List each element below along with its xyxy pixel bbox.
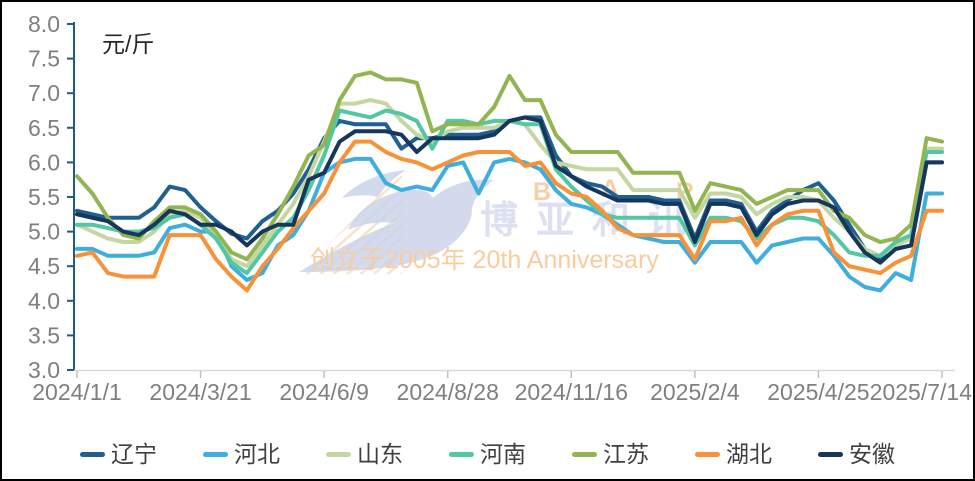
watermark-swoosh-logo [299,170,494,272]
legend-item-辽宁: 辽宁 [80,440,157,467]
legend-swatch [818,451,843,457]
legend-label: 辽宁 [111,440,157,467]
watermark: B A R 博亚和讯 创立于2005年 20th Anniversary [299,170,694,274]
series-lines [75,70,944,293]
y-axis-unit-label: 元/斤 [102,31,154,57]
legend-swatch [695,451,720,457]
y-tick-label: 3.5 [28,322,60,348]
legend-label: 安徽 [849,440,895,467]
series-line-江苏 [75,70,944,262]
legend-label: 河南 [480,440,526,467]
legend-swatch [449,451,474,457]
legend-swatch [326,451,351,457]
y-tick-label: 5.0 [28,219,60,245]
y-tick-label: 3.0 [28,357,60,383]
legend-swatch [80,451,105,457]
y-tick-label: 6.0 [28,149,60,175]
legend-item-河北: 河北 [203,440,280,467]
x-tick-label: 2024/3/21 [149,379,251,405]
legend-item-安徽: 安徽 [818,440,895,467]
legend-item-山东: 山东 [326,440,403,467]
x-tick-label: 2025/7/14 [870,379,973,405]
x-tick-label: 2024/6/9 [279,379,369,405]
y-tick-label: 8.0 [28,11,60,37]
legend-label: 湖北 [726,440,772,467]
watermark-anniversary: 创立于2005年 20th Anniversary [310,246,659,274]
y-tick-label: 4.0 [28,288,60,314]
x-tick-label: 2024/11/16 [515,379,628,405]
series-line-安徽 [75,115,944,265]
legend-label: 河北 [234,440,280,467]
legend: 辽宁 河北 山东 河南 江苏 湖北 安徽 [2,438,973,470]
x-tick-label: 2025/4/25 [767,379,869,405]
legend-item-河南: 河南 [449,440,526,467]
legend-item-江苏: 江苏 [572,440,649,467]
y-tick-label: 7.0 [28,80,60,106]
x-tick-label: 2025/2/4 [650,379,740,405]
price-line-chart: B A R 博亚和讯 创立于2005年 20th Anniversary 3.0… [28,11,972,405]
x-tick-label: 2024/8/28 [397,379,499,405]
y-tick-label: 4.5 [28,253,60,279]
y-tick-label: 6.5 [28,115,60,141]
legend-item-湖北: 湖北 [695,440,772,467]
legend-label: 江苏 [603,440,649,467]
y-tick-label: 7.5 [28,46,60,72]
y-tick-label: 5.5 [28,184,60,210]
watermark-letter-b: B [533,178,551,206]
legend-swatch [572,451,597,457]
series-line-湖北 [75,139,944,293]
axes: 3.0 3.5 4.0 4.5 5.0 5.5 6.0 6.5 7.0 7.5 8.0 2024/1/… [28,11,972,405]
x-tick-label: 2024/1/1 [32,379,122,405]
legend-swatch [203,451,228,457]
legend-label: 山东 [357,440,403,467]
